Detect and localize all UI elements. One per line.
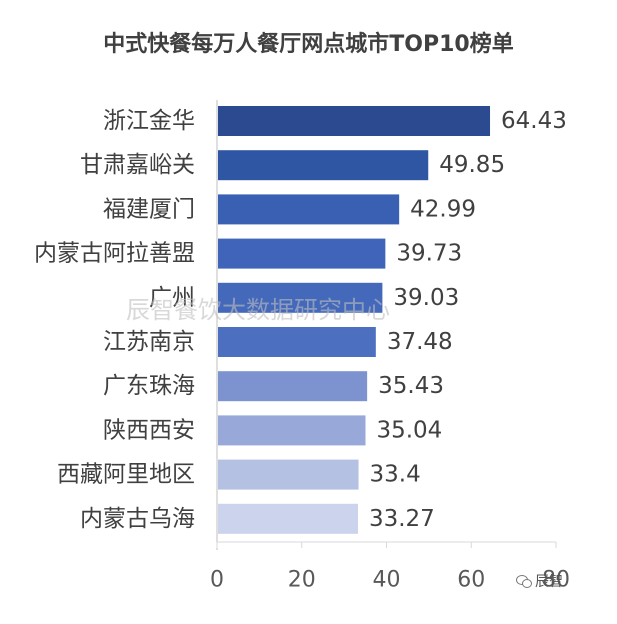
chart-title: 中式快餐每万人餐厅网点城市TOP10榜单	[103, 32, 514, 57]
bar	[218, 459, 359, 490]
category-label: 内蒙古乌海	[80, 506, 195, 532]
x-tick-label: 60	[457, 568, 485, 593]
value-label: 49.85	[439, 152, 505, 178]
category-label: 西藏阿里地区	[57, 462, 195, 488]
bar	[218, 194, 400, 225]
category-label: 陕西西安	[103, 417, 195, 443]
value-label: 39.73	[396, 241, 462, 267]
value-label: 33.4	[370, 462, 421, 488]
category-label: 江苏南京	[103, 329, 195, 355]
value-label: 35.04	[376, 417, 442, 443]
value-label: 37.48	[387, 329, 453, 355]
bar	[218, 238, 386, 269]
bar	[218, 371, 368, 402]
category-label: 广州	[149, 285, 195, 311]
bar	[218, 503, 358, 534]
x-tick-label: 80	[542, 568, 570, 593]
category-label: 内蒙古阿拉善盟	[34, 241, 195, 267]
category-label: 浙江金华	[103, 108, 195, 134]
x-axis: 0 20 40 60 80	[210, 100, 570, 593]
bars-group: 浙江金华 64.43 甘肃嘉峪关 49.85 福建厦门 42.99 内蒙古阿拉善盟 39.73…	[34, 106, 567, 534]
value-label: 33.27	[369, 506, 435, 532]
bar	[218, 415, 366, 446]
value-label: 39.03	[393, 285, 459, 311]
category-label: 甘肃嘉峪关	[80, 152, 195, 178]
bar	[218, 327, 376, 357]
value-label: 35.43	[378, 373, 444, 399]
category-label: 福建厦门	[103, 196, 195, 222]
logo: 辰智	[516, 571, 563, 591]
logo-text: 辰智	[535, 574, 563, 590]
x-tick-label: 40	[373, 568, 401, 593]
x-tick-label: 0	[210, 568, 224, 593]
wechat-icon	[516, 575, 532, 588]
category-label: 广东珠海	[103, 373, 195, 399]
value-label: 64.43	[501, 108, 567, 134]
bar	[218, 282, 383, 313]
bar	[218, 150, 429, 181]
x-tick-label: 20	[288, 568, 316, 593]
bar	[218, 106, 491, 136]
value-label: 42.99	[410, 196, 476, 222]
watermark: 辰智餐饮大数据研究中心	[126, 296, 390, 324]
